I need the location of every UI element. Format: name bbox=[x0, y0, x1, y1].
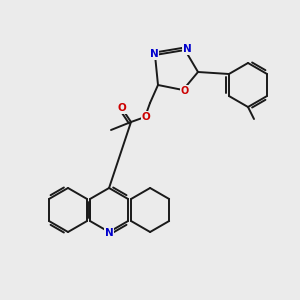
Text: O: O bbox=[142, 112, 150, 122]
Text: N: N bbox=[150, 49, 158, 59]
Text: O: O bbox=[181, 86, 189, 96]
Text: O: O bbox=[118, 103, 126, 113]
Text: N: N bbox=[183, 44, 191, 54]
Text: N: N bbox=[105, 228, 113, 238]
